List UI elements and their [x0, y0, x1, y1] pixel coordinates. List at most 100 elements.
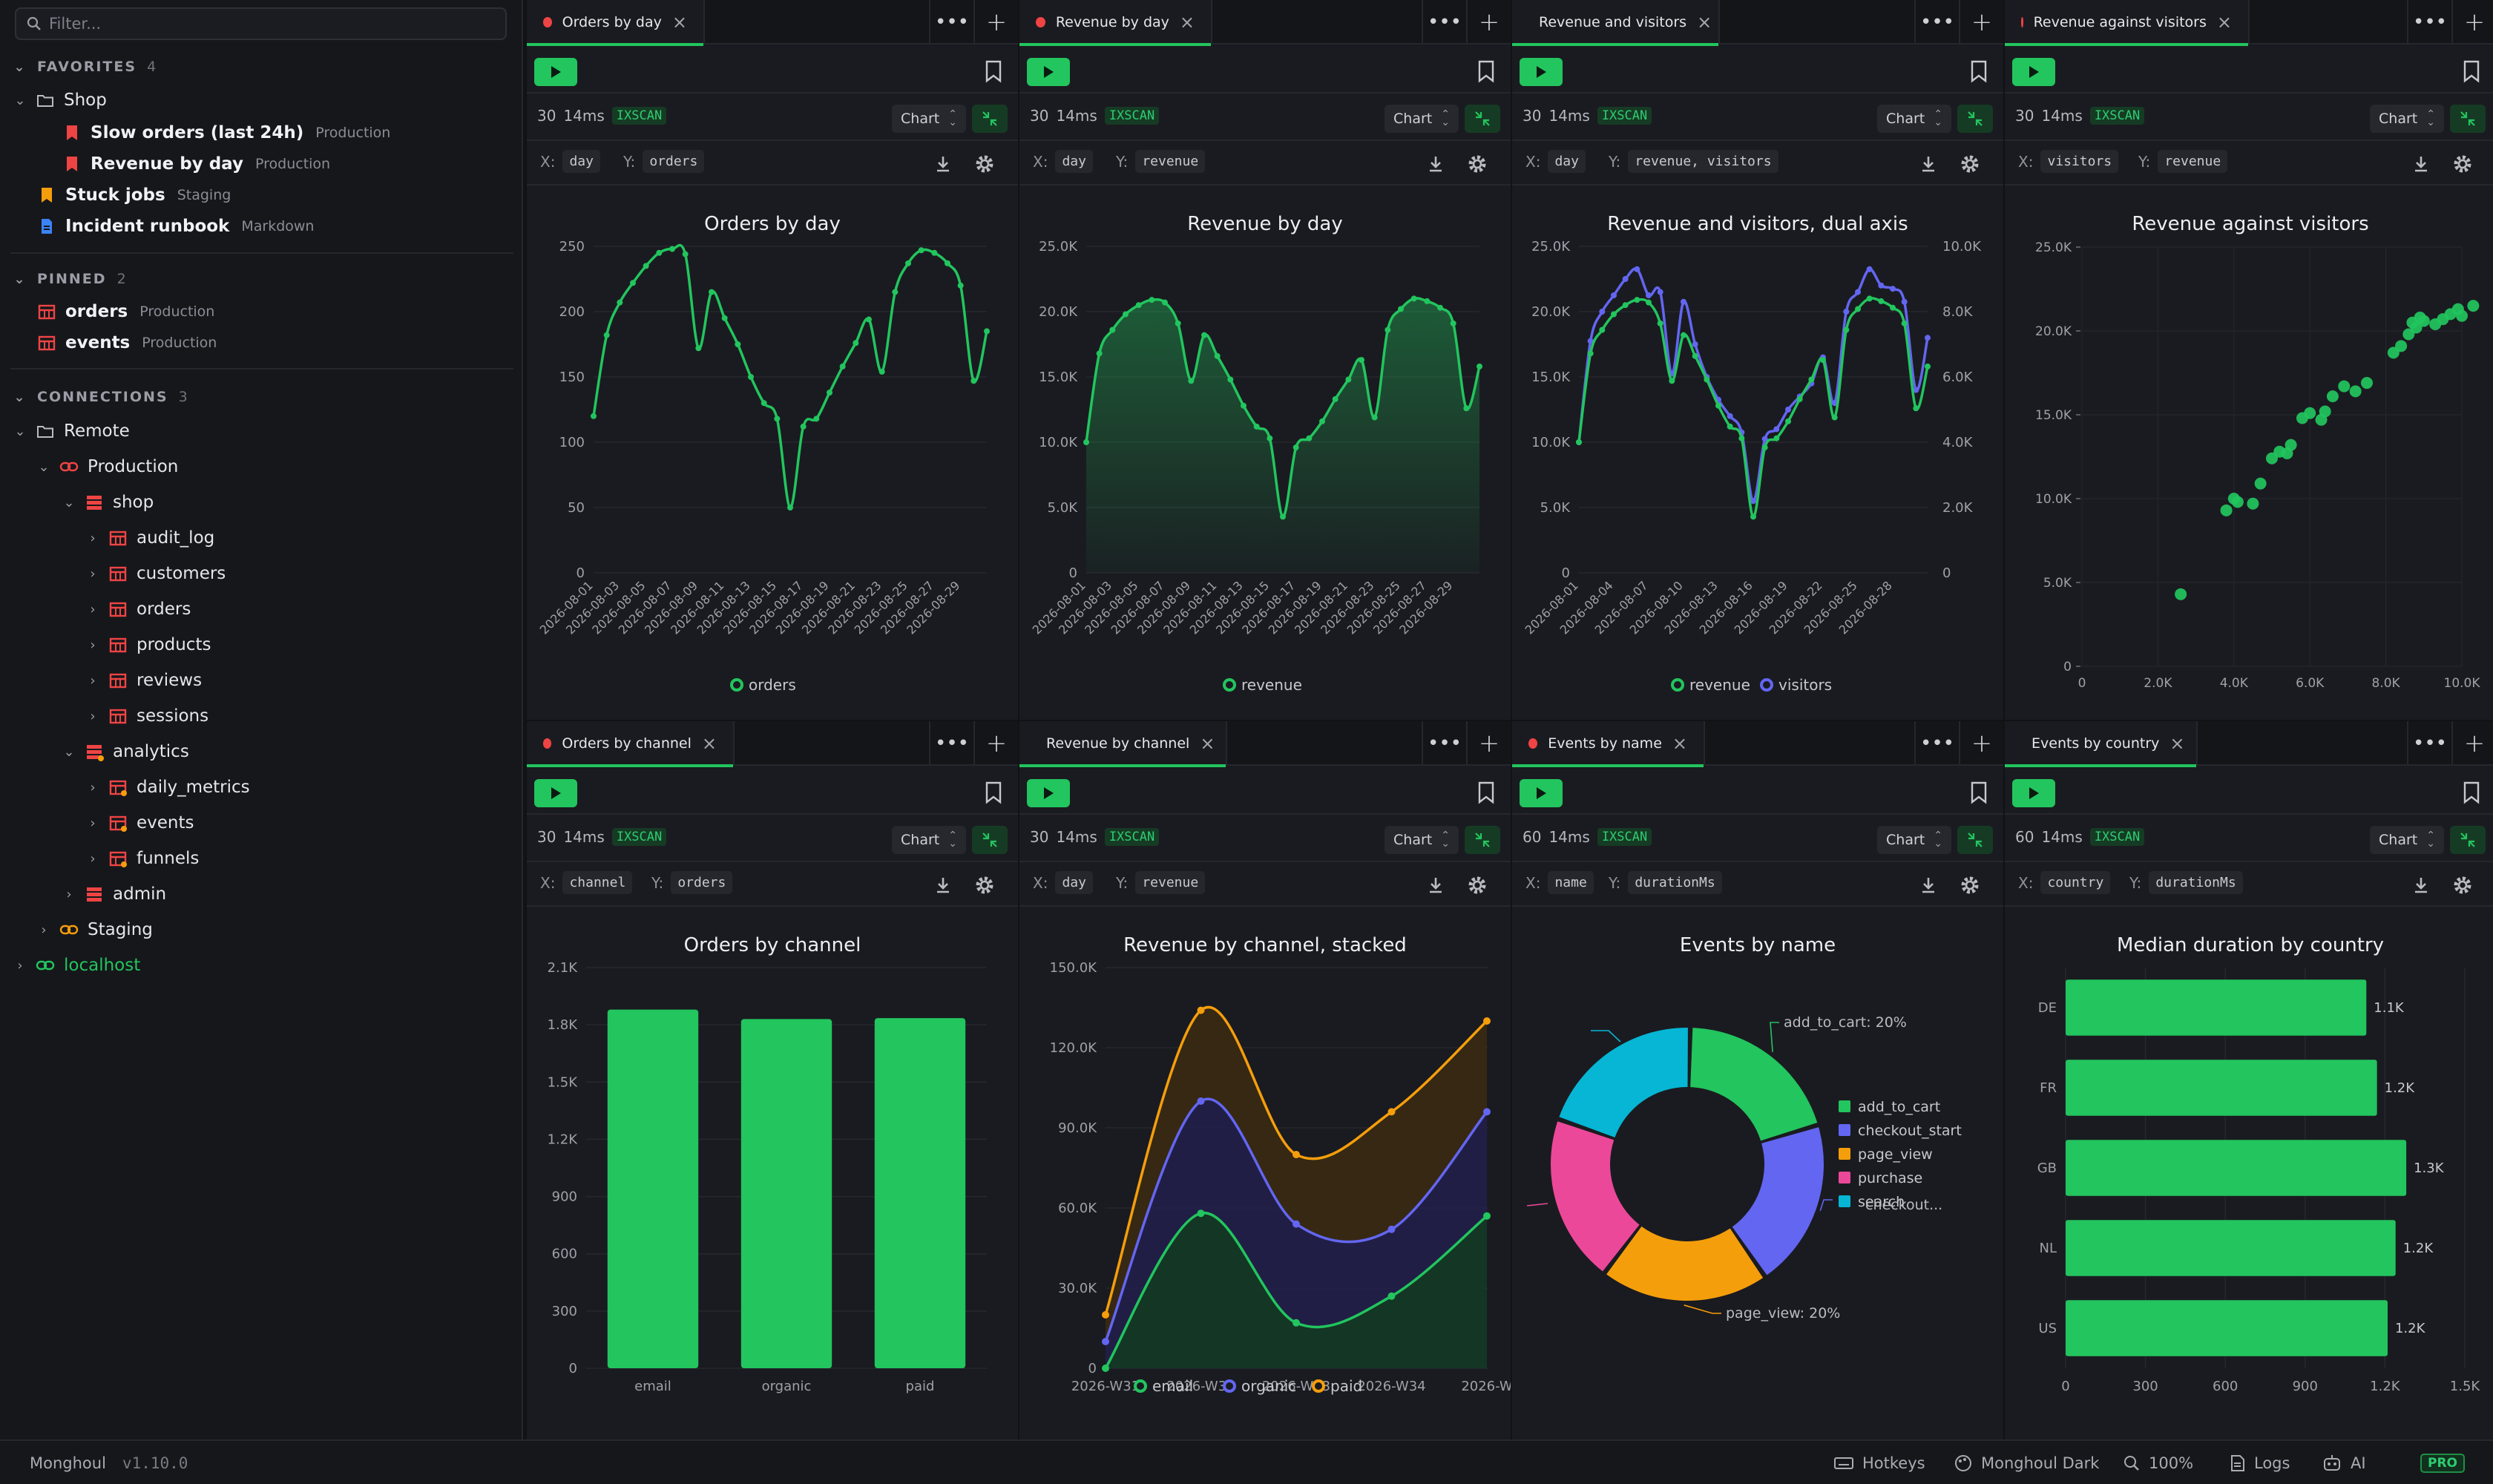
- x-axis-select[interactable]: X: country: [2018, 871, 2111, 894]
- chart-config-toggle[interactable]: [972, 826, 1008, 854]
- download-icon[interactable]: [1425, 153, 1447, 175]
- y-axis-select[interactable]: Y: revenue: [1116, 871, 1206, 894]
- x-axis-select[interactable]: X: day: [1525, 150, 1586, 173]
- y-axis-select[interactable]: Y: orders: [623, 150, 705, 173]
- gear-icon[interactable]: [1959, 874, 1981, 896]
- bookmark-icon[interactable]: [1477, 59, 1496, 83]
- close-icon[interactable]: ×: [671, 12, 687, 33]
- bookmark-icon[interactable]: [1969, 781, 1988, 804]
- tree-collection[interactable]: › orders: [86, 593, 191, 626]
- download-icon[interactable]: [1917, 874, 1939, 896]
- view-mode-select[interactable]: Chart ⌃ ⌄: [892, 105, 966, 133]
- close-icon[interactable]: ×: [1200, 733, 1215, 754]
- tree-database-shop[interactable]: ⌄ shop: [62, 486, 154, 519]
- gear-icon[interactable]: [1466, 874, 1488, 896]
- logs-button[interactable]: Logs: [2230, 1441, 2290, 1484]
- y-axis-select[interactable]: Y: revenue: [1116, 150, 1206, 173]
- tree-connection-production[interactable]: ⌄ Production: [37, 450, 178, 483]
- view-mode-select[interactable]: Chart ⌃ ⌄: [1877, 826, 1951, 854]
- download-icon[interactable]: [932, 153, 954, 175]
- more-options-button[interactable]: •••: [929, 721, 973, 766]
- bookmark-icon[interactable]: [984, 59, 1003, 83]
- bookmark-icon[interactable]: [1969, 59, 1988, 83]
- query-tab[interactable]: Revenue by channel ×: [1019, 721, 1227, 767]
- y-axis-select[interactable]: Y: durationMs: [1609, 871, 1722, 894]
- download-icon[interactable]: [1917, 153, 1939, 175]
- new-tab-button[interactable]: +: [973, 0, 1018, 45]
- download-icon[interactable]: [2410, 874, 2432, 896]
- run-button[interactable]: [534, 58, 577, 86]
- bookmark-icon[interactable]: [1477, 781, 1496, 804]
- run-button[interactable]: [1520, 779, 1563, 807]
- filter-input[interactable]: [49, 15, 494, 33]
- gear-icon[interactable]: [1466, 153, 1488, 175]
- more-options-button[interactable]: •••: [2407, 0, 2451, 45]
- more-options-button[interactable]: •••: [2407, 721, 2451, 766]
- pinned-item[interactable]: orders Production: [37, 295, 214, 328]
- favorites-folder-shop[interactable]: ⌄ Shop: [13, 84, 106, 116]
- y-axis-select[interactable]: Y: orders: [651, 871, 733, 894]
- more-options-button[interactable]: •••: [1422, 0, 1466, 45]
- chart-config-toggle[interactable]: [2450, 105, 2486, 133]
- view-mode-select[interactable]: Chart ⌃ ⌄: [2370, 826, 2444, 854]
- query-tab[interactable]: Events by country ×: [2005, 721, 2198, 767]
- close-icon[interactable]: ×: [1179, 12, 1195, 33]
- new-tab-button[interactable]: +: [1959, 721, 2003, 766]
- view-mode-select[interactable]: Chart ⌃ ⌄: [2370, 105, 2444, 133]
- close-icon[interactable]: ×: [2216, 12, 2232, 33]
- tree-collection[interactable]: › events: [86, 807, 194, 839]
- theme-button[interactable]: Monghoul Dark: [1954, 1441, 2099, 1484]
- y-axis-select[interactable]: Y: revenue: [2138, 150, 2228, 173]
- ai-button[interactable]: AI: [2322, 1441, 2366, 1484]
- tree-collection[interactable]: › funnels: [86, 842, 199, 875]
- gear-icon[interactable]: [973, 874, 996, 896]
- gear-icon[interactable]: [973, 153, 996, 175]
- query-tab[interactable]: Orders by day ×: [527, 0, 705, 46]
- bookmark-icon[interactable]: [2462, 781, 2481, 804]
- chart-config-toggle[interactable]: [1957, 826, 1993, 854]
- tree-collection[interactable]: › daily_metrics: [86, 771, 249, 804]
- x-axis-select[interactable]: X: name: [1525, 871, 1594, 894]
- chart-config-toggle[interactable]: [1957, 105, 1993, 133]
- bookmark-icon[interactable]: [984, 781, 1003, 804]
- x-axis-select[interactable]: X: channel: [540, 871, 633, 894]
- view-mode-select[interactable]: Chart ⌃ ⌄: [1385, 826, 1459, 854]
- view-mode-select[interactable]: Chart ⌃ ⌄: [1385, 105, 1459, 133]
- close-icon[interactable]: ×: [701, 733, 717, 754]
- pro-badge[interactable]: PRO: [2420, 1441, 2466, 1484]
- favorite-item[interactable]: Incident runbook Markdown: [37, 210, 314, 243]
- tree-connection-staging[interactable]: › Staging: [37, 913, 153, 946]
- new-tab-button[interactable]: +: [2451, 0, 2493, 45]
- connections-header[interactable]: ⌄ CONNECTIONS 3: [13, 384, 187, 410]
- close-icon[interactable]: ×: [2170, 733, 2185, 754]
- tree-database-admin[interactable]: › admin: [62, 878, 166, 910]
- run-button[interactable]: [1520, 58, 1563, 86]
- view-mode-select[interactable]: Chart ⌃ ⌄: [1877, 105, 1951, 133]
- new-tab-button[interactable]: +: [1466, 721, 1511, 766]
- view-mode-select[interactable]: Chart ⌃ ⌄: [892, 826, 966, 854]
- query-tab[interactable]: Revenue and visitors ×: [1512, 0, 1720, 46]
- query-tab[interactable]: Revenue by day ×: [1019, 0, 1212, 46]
- pinned-item[interactable]: events Production: [37, 326, 217, 359]
- favorite-item[interactable]: Revenue by day Production: [62, 148, 330, 180]
- chart-config-toggle[interactable]: [972, 105, 1008, 133]
- tree-collection[interactable]: › audit_log: [86, 522, 214, 554]
- query-tab[interactable]: Events by name ×: [1512, 721, 1705, 767]
- favorite-item[interactable]: Slow orders (last 24h) Production: [62, 116, 390, 149]
- tree-connection-localhost[interactable]: › localhost: [13, 949, 140, 982]
- download-icon[interactable]: [1425, 874, 1447, 896]
- x-axis-select[interactable]: X: day: [1033, 871, 1093, 894]
- new-tab-button[interactable]: +: [1959, 0, 2003, 45]
- chart-config-toggle[interactable]: [1465, 105, 1500, 133]
- bookmark-icon[interactable]: [2462, 59, 2481, 83]
- y-axis-select[interactable]: Y: revenue, visitors: [1609, 150, 1778, 173]
- run-button[interactable]: [2012, 779, 2055, 807]
- query-tab[interactable]: Orders by channel ×: [527, 721, 735, 767]
- new-tab-button[interactable]: +: [1466, 0, 1511, 45]
- query-tab[interactable]: Revenue against visitors ×: [2005, 0, 2250, 46]
- tree-collection[interactable]: › sessions: [86, 700, 208, 732]
- more-options-button[interactable]: •••: [1914, 721, 1959, 766]
- run-button[interactable]: [1027, 58, 1070, 86]
- pinned-header[interactable]: ⌄ PINNED 2: [13, 266, 125, 292]
- new-tab-button[interactable]: +: [973, 721, 1018, 766]
